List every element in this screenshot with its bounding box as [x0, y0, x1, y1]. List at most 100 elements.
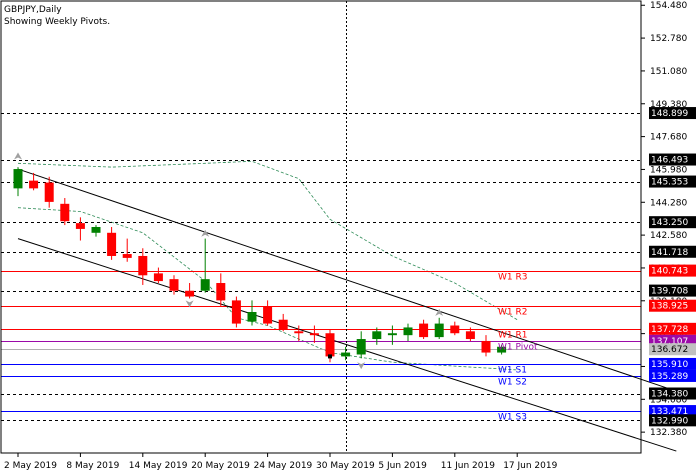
- y-axis-tick-label: 142.580: [650, 231, 687, 241]
- price-level-tag-box: [649, 414, 696, 427]
- price-level-tag: 136.672: [649, 343, 696, 356]
- fractal-up-icon: [435, 308, 444, 316]
- bull-candle: [403, 323, 413, 341]
- pivot-line-label: W1 R2: [498, 308, 527, 318]
- y-axis-tick-label: 145.980: [650, 165, 687, 175]
- price-level-tag-label: 135.910: [651, 360, 688, 370]
- candle-body: [309, 333, 319, 336]
- candle-body: [294, 331, 304, 334]
- x-axis-tick-label: 20 May 2019: [191, 461, 250, 471]
- pivot-labels: W1 R3 W1 R2 W1 R1 W1 Pivot W1 S1 W1 S2 W1 S3: [498, 273, 538, 423]
- price-level-tag-box: [649, 387, 696, 400]
- candle-body: [185, 290, 195, 297]
- plot-frame: [0, 0, 642, 454]
- chart-subtitle: Showing Weekly Pivots.: [4, 17, 110, 27]
- bull-candle: [200, 238, 210, 293]
- candle-body: [263, 306, 273, 324]
- price-level-tag: 139.708: [649, 284, 696, 297]
- bear-candle: [75, 217, 85, 241]
- bear-candle: [169, 275, 179, 295]
- candle-body: [29, 180, 39, 189]
- price-level-tag-box: [649, 405, 696, 418]
- y-axis-tick-label: 151.080: [650, 67, 687, 77]
- price-level-tag-label: 141.718: [651, 248, 688, 258]
- x-axis-tick-label: 17 Jun 2019: [503, 461, 557, 471]
- price-level-tag-box: [649, 299, 696, 312]
- y-axis-tick-label: 144.280: [650, 198, 687, 208]
- candle-body: [450, 325, 460, 334]
- trend-channel: [17, 168, 677, 452]
- fractals-layer: [14, 152, 444, 370]
- bear-candle: [309, 325, 319, 343]
- bear-candle: [60, 198, 70, 226]
- price-level-tag-box: [649, 322, 696, 335]
- x-axis-tick-label: 8 May 2019: [66, 461, 119, 471]
- candle-body: [153, 273, 163, 282]
- candle-body: [44, 182, 54, 202]
- candle-body: [231, 300, 241, 324]
- price-level-tag: 132.990: [649, 414, 696, 427]
- current-marker-icon: [328, 354, 332, 359]
- y-axis-tick-label: 132.380: [650, 428, 687, 438]
- price-level-tag-label: 136.672: [651, 345, 688, 355]
- candle-body: [169, 279, 179, 291]
- bear-candle: [263, 300, 273, 326]
- price-level-tag-box: [649, 153, 696, 166]
- pivot-line-label: W1 Pivot: [498, 343, 538, 353]
- price-level-tag: 146.493: [649, 153, 696, 166]
- price-level-tag-label: 143.250: [651, 218, 688, 228]
- x-axis-tick-label: 5 Jun 2019: [378, 461, 427, 471]
- fractal-up-icon: [201, 229, 210, 237]
- price-level-tag: 143.250: [649, 216, 696, 229]
- price-level-tag-box: [649, 107, 696, 120]
- pivot-line-label: W1 S2: [498, 378, 527, 388]
- price-level-tag: 140.743: [649, 264, 696, 277]
- bull-candle: [91, 225, 101, 237]
- candle-body: [403, 327, 413, 336]
- bear-candle: [138, 248, 148, 285]
- fractal-up-icon: [14, 152, 22, 160]
- candle-body: [497, 346, 507, 353]
- price-level-tag-label: 137.107: [651, 337, 688, 347]
- bull-candle: [497, 344, 507, 355]
- candle-body: [107, 232, 117, 256]
- x-axis-tick-label: 24 May 2019: [254, 461, 313, 471]
- x-axis-tick-label: 14 May 2019: [129, 461, 188, 471]
- price-level-tag: 134.380: [649, 387, 696, 400]
- chart-title: GBPJPY,Daily: [4, 5, 62, 15]
- bear-candle: [122, 238, 132, 262]
- bull-candle: [387, 325, 397, 345]
- bear-candle: [450, 321, 460, 336]
- price-level-tag-label: 137.728: [651, 325, 688, 335]
- candle-body: [356, 339, 366, 355]
- price-level-tag-label: 132.990: [651, 416, 688, 426]
- bull-candle: [356, 331, 366, 359]
- candle-body: [122, 254, 132, 258]
- channel-lower-line: [17, 238, 677, 452]
- fractal-down-icon: [357, 362, 366, 370]
- price-level-tag: 141.718: [649, 245, 696, 258]
- price-axis: 154.480 152.780 151.080 149.380 147.680 145.9…: [641, 1, 696, 438]
- y-axis-tick-label: 147.680: [650, 133, 687, 143]
- price-level-tag: 138.925: [649, 299, 696, 312]
- candle-body: [247, 311, 257, 322]
- bear-candle: [44, 176, 54, 208]
- price-level-tag: 148.899: [649, 107, 696, 120]
- candles-layer: [13, 167, 507, 363]
- bear-candle: [185, 283, 195, 299]
- price-level-lines: [1, 113, 641, 421]
- bull-candle: [13, 167, 23, 197]
- candle-body: [75, 223, 85, 229]
- x-axis-tick-label: 30 May 2019: [316, 461, 375, 471]
- bear-candle: [278, 313, 288, 332]
- price-level-tag-label: 146.493: [651, 156, 688, 166]
- candle-body: [278, 319, 288, 330]
- bull-candle: [341, 346, 351, 361]
- price-level-tag: 135.289: [649, 369, 696, 382]
- price-level-tag-box: [649, 369, 696, 382]
- bear-candle: [216, 273, 226, 307]
- price-level-tag-box: [649, 357, 696, 370]
- pivot-line-label: W1 R1: [498, 331, 527, 341]
